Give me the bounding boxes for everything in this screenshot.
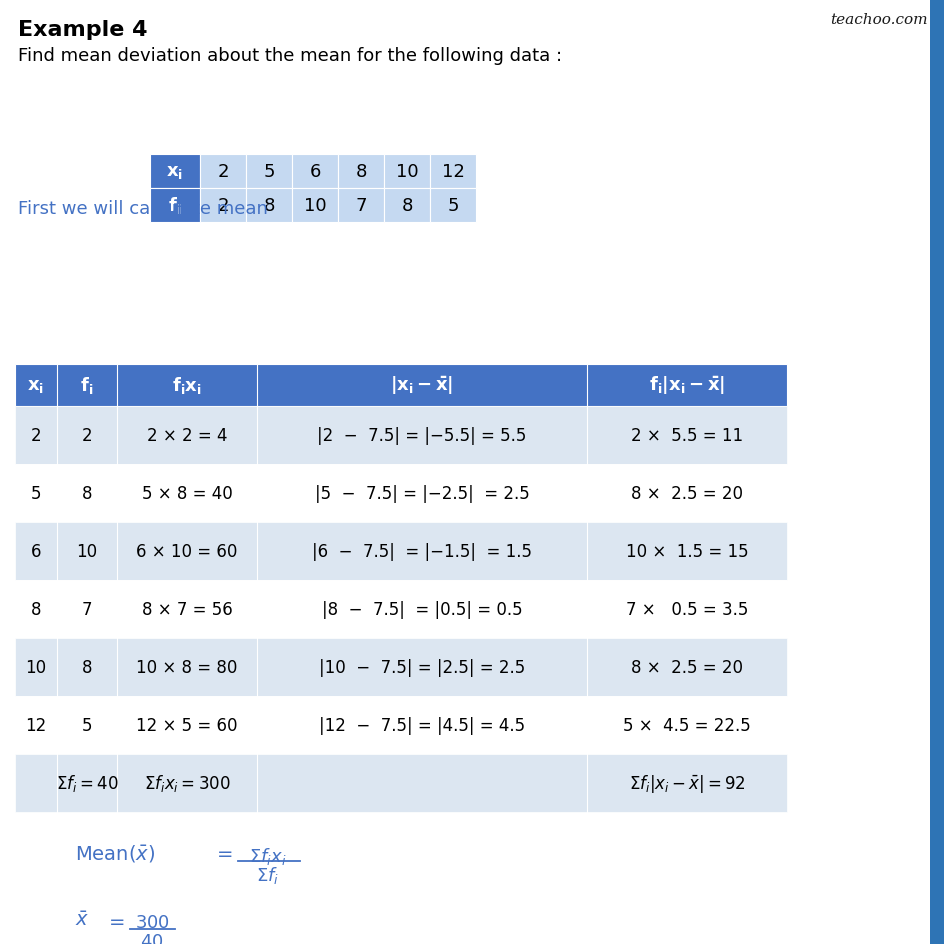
- Text: 5 × 8 = 40: 5 × 8 = 40: [142, 484, 232, 502]
- FancyBboxPatch shape: [15, 697, 786, 754]
- Text: 8 × 7 = 56: 8 × 7 = 56: [142, 600, 232, 618]
- Text: 2 × 2 = 4: 2 × 2 = 4: [146, 427, 227, 445]
- FancyBboxPatch shape: [338, 155, 383, 189]
- Text: $\Sigma f_i x_i$: $\Sigma f_i x_i$: [249, 845, 287, 866]
- Text: |8  −  7.5|  = |0.5| = 0.5: |8 − 7.5| = |0.5| = 0.5: [321, 600, 522, 618]
- FancyBboxPatch shape: [430, 155, 476, 189]
- Text: |5  −  7.5| = |−2.5|  = 2.5: |5 − 7.5| = |−2.5| = 2.5: [314, 484, 529, 502]
- FancyBboxPatch shape: [15, 754, 786, 812]
- Text: 7 ×   0.5 = 3.5: 7 × 0.5 = 3.5: [625, 600, 748, 618]
- Text: $\Sigma f_i = 40$: $\Sigma f_i = 40$: [56, 773, 118, 794]
- FancyBboxPatch shape: [200, 189, 245, 223]
- Text: $=$: $=$: [105, 910, 125, 929]
- Text: 7: 7: [355, 196, 366, 215]
- Text: 12: 12: [25, 716, 46, 734]
- FancyBboxPatch shape: [15, 638, 786, 697]
- Text: 10: 10: [303, 196, 326, 215]
- Text: $\mathbf{f_i}$: $\mathbf{f_i}$: [80, 375, 93, 396]
- FancyBboxPatch shape: [15, 407, 786, 464]
- Text: 2: 2: [217, 196, 228, 215]
- FancyBboxPatch shape: [292, 155, 338, 189]
- Text: $=$: $=$: [212, 842, 233, 861]
- Text: 10 × 8 = 80: 10 × 8 = 80: [136, 658, 238, 676]
- Text: $\Sigma f_i$: $\Sigma f_i$: [256, 864, 279, 885]
- Text: 10 ×  1.5 = 15: 10 × 1.5 = 15: [625, 543, 748, 561]
- Text: 2: 2: [217, 162, 228, 181]
- Text: teachoo.com: teachoo.com: [830, 13, 927, 27]
- FancyBboxPatch shape: [150, 155, 200, 189]
- Text: 8: 8: [263, 196, 275, 215]
- Text: $\Sigma f_i|x_i - \bar{x}|  = 92$: $\Sigma f_i|x_i - \bar{x}| = 92$: [628, 772, 745, 794]
- Text: 6 × 10 = 60: 6 × 10 = 60: [136, 543, 238, 561]
- Text: Example 4: Example 4: [18, 20, 147, 40]
- FancyBboxPatch shape: [338, 189, 383, 223]
- Text: Find mean deviation about the mean for the following data :: Find mean deviation about the mean for t…: [18, 47, 562, 65]
- FancyBboxPatch shape: [15, 364, 786, 407]
- Text: $\mathbf{x_i}$: $\mathbf{x_i}$: [27, 377, 44, 395]
- Text: 12 × 5 = 60: 12 × 5 = 60: [136, 716, 238, 734]
- Text: $\bar{x}$: $\bar{x}$: [75, 910, 89, 929]
- Text: 6: 6: [31, 543, 42, 561]
- FancyBboxPatch shape: [383, 155, 430, 189]
- Text: 5: 5: [31, 484, 42, 502]
- Text: 10: 10: [25, 658, 46, 676]
- Text: 5: 5: [263, 162, 275, 181]
- Text: $\mathbf{f_i}$: $\mathbf{f_i}$: [168, 195, 181, 216]
- Text: 8 ×  2.5 = 20: 8 × 2.5 = 20: [631, 658, 742, 676]
- Text: 5: 5: [447, 196, 458, 215]
- Text: First we will calculate mean: First we will calculate mean: [18, 200, 267, 218]
- FancyBboxPatch shape: [15, 464, 786, 522]
- FancyBboxPatch shape: [430, 189, 476, 223]
- Text: $\mathbf{x_i}$: $\mathbf{x_i}$: [166, 162, 183, 181]
- Text: |10  −  7.5| = |2.5| = 2.5: |10 − 7.5| = |2.5| = 2.5: [318, 658, 525, 676]
- Text: $\mathbf{f_i|x_i - \bar{x}|}$: $\mathbf{f_i|x_i - \bar{x}|}$: [649, 375, 724, 396]
- Text: 8: 8: [355, 162, 366, 181]
- Text: 8: 8: [31, 600, 42, 618]
- Text: |6  −  7.5|  = |−1.5|  = 1.5: |6 − 7.5| = |−1.5| = 1.5: [312, 543, 531, 561]
- FancyBboxPatch shape: [245, 189, 292, 223]
- FancyBboxPatch shape: [150, 189, 200, 223]
- Text: 7: 7: [82, 600, 93, 618]
- Text: 12: 12: [441, 162, 464, 181]
- Text: 2: 2: [30, 427, 42, 445]
- Text: 6: 6: [309, 162, 320, 181]
- FancyBboxPatch shape: [929, 0, 944, 944]
- Text: $\mathrm{Mean}(\bar{x})$: $\mathrm{Mean}(\bar{x})$: [75, 842, 155, 863]
- Text: 2: 2: [81, 427, 93, 445]
- Text: 5: 5: [82, 716, 93, 734]
- FancyBboxPatch shape: [245, 155, 292, 189]
- Text: 5 ×  4.5 = 22.5: 5 × 4.5 = 22.5: [622, 716, 750, 734]
- FancyBboxPatch shape: [15, 522, 786, 581]
- Text: 2 ×  5.5 = 11: 2 × 5.5 = 11: [631, 427, 742, 445]
- Text: |2  −  7.5| = |−5.5| = 5.5: |2 − 7.5| = |−5.5| = 5.5: [317, 427, 526, 445]
- Text: 8: 8: [82, 484, 93, 502]
- Text: |12  −  7.5| = |4.5| = 4.5: |12 − 7.5| = |4.5| = 4.5: [319, 716, 525, 734]
- FancyBboxPatch shape: [15, 581, 786, 638]
- Text: 10: 10: [396, 162, 418, 181]
- Text: $\Sigma f_i x_i = 300$: $\Sigma f_i x_i = 300$: [143, 773, 230, 794]
- FancyBboxPatch shape: [292, 189, 338, 223]
- Text: $\mathbf{|x_i - \bar{x}|}$: $\mathbf{|x_i - \bar{x}|}$: [390, 375, 453, 396]
- Text: 8: 8: [401, 196, 413, 215]
- FancyBboxPatch shape: [383, 189, 430, 223]
- Text: $\mathbf{f_i x_i}$: $\mathbf{f_i x_i}$: [172, 375, 202, 396]
- Text: 10: 10: [76, 543, 97, 561]
- Text: 8: 8: [82, 658, 93, 676]
- Text: $300$: $300$: [134, 913, 169, 931]
- Text: 8 ×  2.5 = 20: 8 × 2.5 = 20: [631, 484, 742, 502]
- Text: $40$: $40$: [140, 932, 163, 944]
- FancyBboxPatch shape: [200, 155, 245, 189]
